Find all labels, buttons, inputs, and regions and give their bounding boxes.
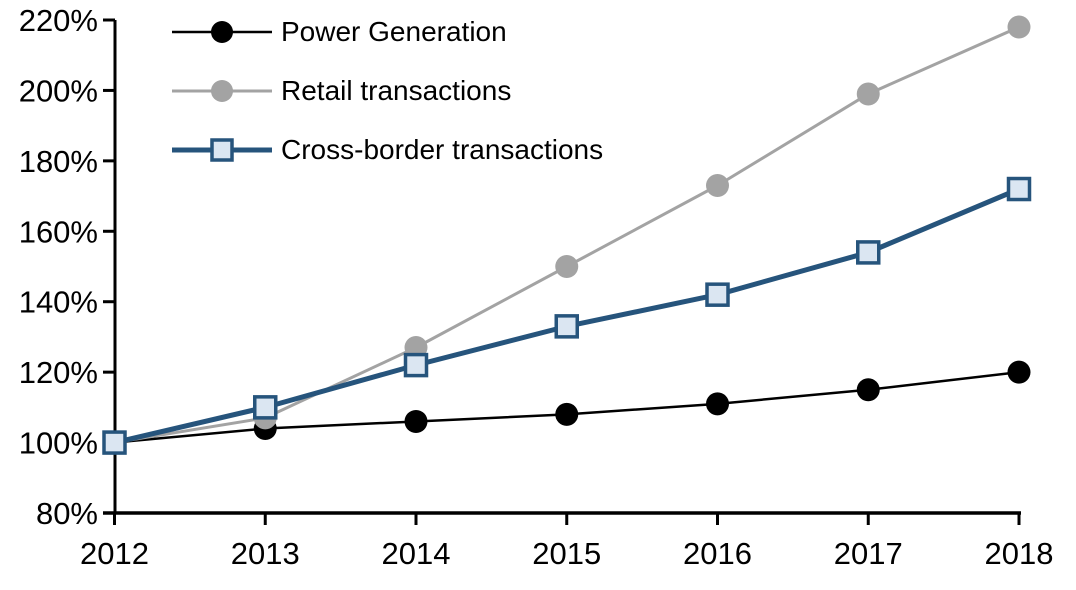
y-axis-tick-label: 200% bbox=[19, 73, 98, 108]
legend-swatch-power-generation bbox=[172, 20, 272, 43]
data-point-retail-transactions bbox=[706, 174, 729, 198]
legend-entry-retail-transactions: Retail transactions bbox=[170, 61, 603, 120]
data-point-cross-border-transactions bbox=[856, 240, 881, 265]
legend-entry-cross-border-transactions: Cross-border transactions bbox=[170, 120, 603, 179]
legend: Power Generation Retail transactions Cro… bbox=[170, 2, 603, 179]
y-axis-tick-label: 160% bbox=[19, 214, 98, 249]
legend-swatch-retail-transactions bbox=[172, 79, 272, 102]
data-point-cross-border-transactions bbox=[554, 314, 579, 339]
y-axis-tick-label: 180% bbox=[19, 144, 98, 179]
y-axis-tick-label: 100% bbox=[19, 426, 98, 461]
data-point-cross-border-transactions bbox=[705, 282, 730, 307]
y-axis-tick-label: 140% bbox=[19, 285, 98, 320]
x-axis-tick-label: 2018 bbox=[985, 536, 1054, 571]
x-axis-tick-label: 2017 bbox=[834, 536, 903, 571]
legend-square-marker bbox=[210, 137, 234, 162]
x-axis-tick-label: 2014 bbox=[382, 536, 451, 571]
legend-label: Retail transactions bbox=[281, 74, 512, 106]
x-axis-tick-label: 2012 bbox=[80, 536, 149, 571]
data-point-cross-border-transactions bbox=[1006, 176, 1032, 202]
data-point-cross-border-transactions bbox=[253, 395, 278, 420]
data-point-power-generation bbox=[1007, 360, 1031, 384]
data-point-cross-border-transactions bbox=[102, 430, 127, 455]
data-point-power-generation bbox=[404, 409, 428, 433]
axes: 220% 200% 180% 160% 140% 120% 100% 80% 2012 2013 2… bbox=[19, 3, 1054, 571]
legend-circle-marker bbox=[211, 79, 233, 102]
legend-label: Power Generation bbox=[281, 15, 507, 47]
data-point-retail-transactions bbox=[856, 82, 880, 106]
data-point-power-generation bbox=[856, 378, 880, 402]
data-point-power-generation bbox=[706, 392, 729, 416]
data-point-power-generation bbox=[555, 402, 579, 426]
y-axis-tick-label: 120% bbox=[19, 355, 98, 390]
x-axis-tick-label: 2015 bbox=[532, 536, 601, 571]
legend-swatch-cross-border-transactions bbox=[172, 137, 272, 162]
legend-circle-marker bbox=[211, 20, 233, 43]
data-point-cross-border-transactions bbox=[403, 352, 429, 378]
legend-entry-power-generation: Power Generation bbox=[170, 2, 603, 61]
x-axis-tick-label: 2016 bbox=[683, 536, 752, 571]
y-axis-tick-label: 220% bbox=[19, 3, 98, 38]
y-axis-tick-label: 80% bbox=[36, 496, 98, 531]
legend-label: Cross-border transactions bbox=[281, 133, 604, 165]
data-point-retail-transactions bbox=[555, 255, 579, 278]
data-point-retail-transactions bbox=[1007, 15, 1031, 39]
series-lines bbox=[102, 15, 1032, 455]
x-axis-tick-label: 2013 bbox=[231, 536, 300, 571]
